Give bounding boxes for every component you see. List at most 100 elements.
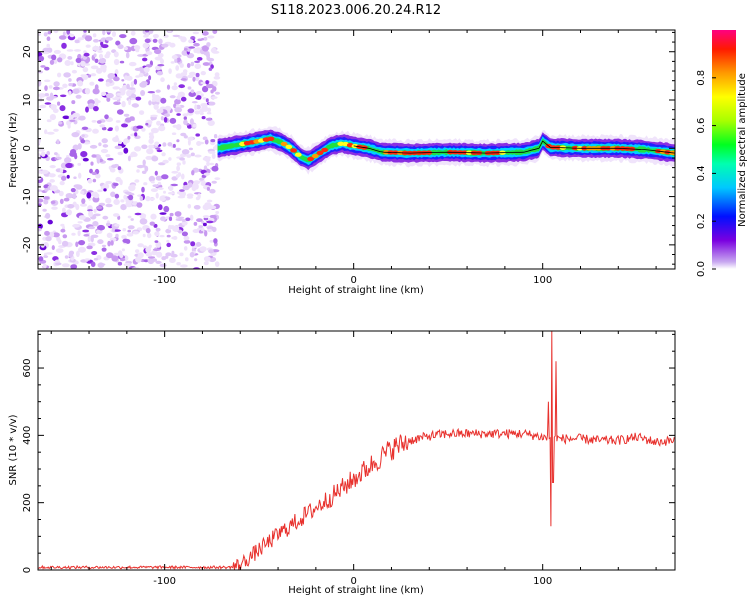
x-tick-label: 0 bbox=[350, 275, 356, 286]
noise-blob bbox=[190, 241, 196, 247]
noise-blob bbox=[167, 191, 175, 195]
x-tick-label: 100 bbox=[533, 576, 552, 587]
noise-blob bbox=[145, 196, 151, 202]
noise-blob bbox=[196, 141, 205, 145]
noise-blob bbox=[161, 43, 169, 48]
noise-blob bbox=[64, 60, 71, 66]
noise-blob bbox=[156, 149, 163, 153]
snr-x-ticks: -100 0 100 bbox=[50, 331, 657, 587]
noise-blob bbox=[52, 232, 60, 238]
noise-blob bbox=[172, 143, 176, 148]
noise-blob bbox=[147, 232, 152, 239]
noise-blob bbox=[38, 183, 41, 187]
noise-blob bbox=[166, 84, 171, 90]
noise-blob bbox=[190, 61, 195, 67]
frequency-peak bbox=[280, 141, 288, 147]
noise-blob bbox=[98, 45, 102, 51]
noise-blob bbox=[182, 160, 186, 165]
noise-blob bbox=[106, 252, 114, 259]
noise-blob bbox=[192, 31, 200, 35]
noise-blob bbox=[59, 180, 65, 186]
noise-blob bbox=[145, 51, 153, 56]
noise-blob bbox=[162, 142, 167, 147]
noise-blob bbox=[154, 170, 158, 176]
noise-blob bbox=[101, 247, 107, 252]
noise-blob bbox=[61, 240, 69, 247]
noise-blob bbox=[207, 35, 215, 39]
noise-blob bbox=[152, 34, 159, 39]
noise-blob bbox=[145, 30, 150, 33]
noise-blob bbox=[192, 76, 196, 82]
noise-blob bbox=[92, 221, 99, 227]
noise-blob bbox=[141, 127, 146, 132]
noise-blob bbox=[67, 204, 75, 209]
figure-title: S118.2023.006.20.24.R12 bbox=[271, 3, 441, 18]
noise-blob bbox=[193, 183, 198, 187]
noise-blob bbox=[213, 134, 218, 139]
noise-blob bbox=[210, 47, 217, 54]
noise-blob bbox=[113, 76, 120, 82]
noise-blob bbox=[122, 238, 129, 243]
noise-blob bbox=[118, 140, 123, 145]
noise-blob bbox=[185, 257, 189, 262]
noise-blob bbox=[44, 102, 52, 105]
noise-blob bbox=[140, 90, 146, 96]
noise-blob bbox=[80, 190, 85, 195]
noise-blob bbox=[196, 95, 202, 100]
noise-blob bbox=[149, 221, 155, 226]
noise-blob bbox=[75, 203, 80, 211]
noise-blob bbox=[179, 189, 185, 192]
noise-blob bbox=[208, 150, 216, 154]
noise-blob bbox=[110, 240, 114, 246]
noise-blob bbox=[148, 144, 155, 149]
frequency-peak bbox=[285, 144, 293, 149]
noise-blob bbox=[142, 81, 148, 86]
noise-blob bbox=[93, 257, 99, 261]
noise-blob bbox=[66, 49, 74, 52]
noise-blob bbox=[203, 165, 208, 171]
noise-blob bbox=[84, 258, 91, 261]
noise-blob bbox=[201, 45, 209, 52]
noise-blob bbox=[55, 262, 62, 266]
noise-blob bbox=[127, 215, 132, 219]
noise-blob bbox=[106, 30, 112, 33]
noise-blob bbox=[122, 228, 127, 232]
noise-blob bbox=[93, 193, 100, 199]
snr-y-axis-label: SNR (10 * v/v) bbox=[8, 414, 19, 485]
noise-blob bbox=[116, 109, 124, 115]
noise-blob bbox=[108, 127, 113, 131]
noise-blob bbox=[171, 55, 178, 60]
noise-blob bbox=[134, 146, 142, 152]
noise-blob bbox=[126, 90, 132, 97]
noise-blob bbox=[187, 139, 191, 146]
noise-blob bbox=[69, 119, 76, 123]
noise-blob bbox=[74, 49, 81, 52]
noise-blob bbox=[92, 33, 97, 38]
noise-blob bbox=[136, 125, 144, 129]
noise-blob bbox=[203, 36, 208, 41]
noise-blob bbox=[149, 197, 155, 201]
x-tick-label: -100 bbox=[153, 576, 176, 587]
noise-blob bbox=[156, 120, 161, 126]
noise-blob bbox=[117, 166, 122, 171]
noise-blob bbox=[187, 204, 192, 209]
noise-blob bbox=[92, 128, 99, 134]
y-tick-label: 400 bbox=[22, 426, 33, 445]
noise-blob bbox=[175, 218, 183, 221]
noise-blob bbox=[87, 209, 93, 212]
noise-blob bbox=[145, 64, 153, 68]
noise-blob bbox=[211, 96, 218, 99]
noise-blob bbox=[114, 193, 120, 199]
noise-blob bbox=[77, 143, 82, 150]
noise-blob bbox=[186, 154, 192, 158]
noise-blob bbox=[121, 79, 125, 82]
noise-blob bbox=[48, 85, 53, 89]
noise-blob bbox=[41, 169, 49, 174]
noise-blob bbox=[169, 117, 177, 124]
noise-blob bbox=[40, 151, 46, 157]
noise-blob bbox=[215, 211, 220, 214]
noise-blob bbox=[114, 145, 123, 150]
noise-blob bbox=[169, 212, 174, 217]
noise-blob bbox=[166, 234, 171, 238]
noise-blob bbox=[206, 161, 210, 167]
